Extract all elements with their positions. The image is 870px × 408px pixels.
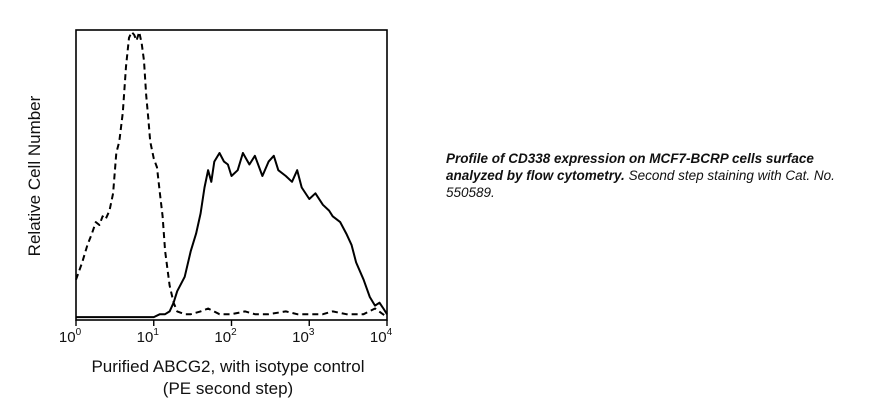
histogram-series-dashed: [75, 31, 388, 318]
x-axis-label: Purified ABCG2, with isotype control: [91, 357, 364, 376]
caption-normal-text: Second step staining with Cat. No. 55058…: [446, 168, 835, 200]
flow-cytometry-histogram: 100 101 102 103 104 Relative Cell Number Pur…: [25, 29, 393, 398]
caption-bold-text: Profile of CD338 expression on MCF7-BCRP…: [446, 151, 814, 183]
histogram-series-solid: [76, 152, 388, 319]
figure-caption: Profile of CD338 expression on MCF7-BCRP…: [446, 150, 846, 201]
x-tick-label: 103: [292, 327, 315, 346]
x-tick-label: 102: [214, 327, 237, 346]
y-axis-label: Relative Cell Number: [25, 95, 44, 256]
x-tick-label: 101: [137, 327, 160, 346]
x-tick-label: 100: [59, 327, 82, 346]
x-axis-label-line2: (PE second step): [163, 379, 293, 398]
x-tick-label: 104: [370, 327, 393, 346]
